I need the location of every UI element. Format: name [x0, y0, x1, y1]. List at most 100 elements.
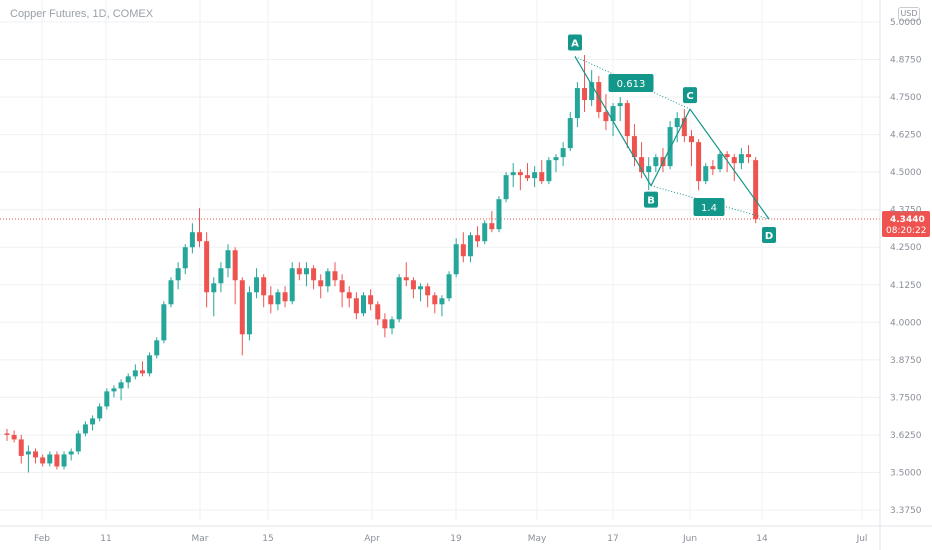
pattern-ratio-badge — [608, 74, 654, 92]
candle-down — [603, 112, 609, 122]
candle-down — [311, 268, 317, 281]
candle-down — [197, 232, 203, 242]
candle-up — [453, 244, 459, 275]
candle-up — [275, 292, 281, 305]
candle-down — [688, 136, 694, 143]
time-axis[interactable]: Feb 11 Mar 15 Apr 19 May 17 Jun 14 Jul — [0, 525, 932, 544]
candle-down — [731, 157, 737, 164]
x-tick-label: Apr — [364, 534, 380, 544]
candle-down — [54, 454, 60, 467]
candle-up — [482, 223, 488, 242]
pattern-leg — [689, 108, 770, 220]
price-axis[interactable]: 5.0000 4.8750 4.7500 4.6250 4.5000 4.3750 4.25… — [879, 0, 922, 550]
candle-down — [539, 172, 545, 182]
pattern-ratio-line — [650, 185, 770, 220]
y-tick-label: 4.2500 — [890, 243, 922, 253]
y-tick-label: 3.5000 — [890, 468, 922, 478]
candle-down — [346, 292, 352, 299]
candle-up — [189, 232, 195, 248]
x-tick-label: 11 — [100, 534, 111, 544]
candle-up — [467, 235, 473, 257]
y-tick-label: 3.7500 — [890, 393, 922, 403]
pattern-ratio-label: 1.4 — [701, 203, 717, 214]
candle-up — [97, 406, 103, 419]
y-tick-label: 4.7500 — [890, 93, 922, 103]
candle-up — [68, 451, 74, 455]
candle-up — [553, 157, 559, 161]
candle-up — [25, 451, 31, 455]
candle-up — [396, 277, 402, 320]
candle-down — [318, 280, 324, 287]
pattern-leg — [574, 56, 652, 186]
y-tick-label: 4.5000 — [890, 168, 922, 178]
y-tick-label: 4.8750 — [890, 56, 922, 66]
candle-up — [75, 433, 81, 452]
candle-down — [631, 136, 637, 158]
candle-down — [425, 286, 431, 296]
x-tick-label: Jun — [682, 534, 697, 544]
candle-down — [460, 244, 466, 257]
candle-down — [11, 434, 17, 440]
pattern-point-label: A — [571, 39, 579, 50]
candle-down — [332, 271, 338, 281]
candle-up — [646, 166, 652, 173]
candle-down — [624, 103, 630, 137]
harmonic-pattern[interactable]: A B C D 0.613 1.4 — [568, 34, 776, 243]
candle-up — [653, 157, 659, 167]
candle-down — [40, 457, 46, 464]
candle-up — [389, 319, 395, 329]
price-tag-countdown: 08:20:22 — [886, 226, 926, 236]
candle-up — [496, 199, 502, 230]
candle-up — [446, 274, 452, 299]
candle-down — [204, 241, 210, 293]
pattern-ratio-label: 0.613 — [617, 79, 646, 90]
candle-down — [410, 280, 416, 290]
candle-up — [738, 154, 744, 164]
pattern-point-label: B — [647, 196, 655, 207]
y-tick-label: 5.0000 — [890, 18, 922, 28]
x-tick-label: Feb — [34, 534, 50, 544]
pattern-leg — [650, 108, 691, 186]
candle-up — [418, 286, 424, 290]
candle-up — [225, 250, 231, 269]
pattern-point-badge — [683, 87, 697, 104]
price-tag-value: 4.3440 — [890, 215, 925, 225]
candle-down — [339, 280, 345, 293]
price-tag-box — [882, 211, 930, 237]
candle-up — [567, 118, 573, 149]
candle-up — [168, 280, 174, 305]
candle-up — [161, 304, 167, 341]
candle-down — [18, 439, 24, 456]
candle-up — [90, 418, 96, 425]
candle-down — [403, 277, 409, 281]
candle-up — [254, 277, 260, 293]
candle-up — [182, 247, 188, 269]
candle-down — [432, 295, 438, 305]
candle-down — [489, 223, 495, 230]
candle-up — [61, 454, 67, 467]
pattern-point-label: D — [765, 231, 773, 242]
pattern-point-badge — [762, 227, 776, 243]
y-tick-label: 4.3750 — [890, 206, 922, 216]
x-tick-label: 14 — [756, 534, 768, 544]
candle-down — [239, 280, 245, 335]
candle-up — [610, 106, 616, 122]
candle-down — [681, 118, 687, 137]
candle-up — [82, 424, 88, 434]
x-tick-label: May — [528, 534, 547, 544]
candle-up — [132, 370, 138, 377]
candle-up — [703, 166, 709, 182]
pattern-point-badge — [568, 34, 582, 51]
candle-down — [582, 88, 588, 101]
x-tick-label: 17 — [607, 534, 618, 544]
candle-down — [296, 268, 302, 275]
candle-up — [289, 268, 295, 302]
candle-down — [753, 160, 759, 219]
candle-down — [375, 304, 381, 320]
y-tick-label: 4.1250 — [890, 281, 922, 291]
currency-badge[interactable]: USD — [898, 7, 920, 21]
candle-up — [439, 298, 445, 305]
grid-lines — [0, 0, 880, 520]
